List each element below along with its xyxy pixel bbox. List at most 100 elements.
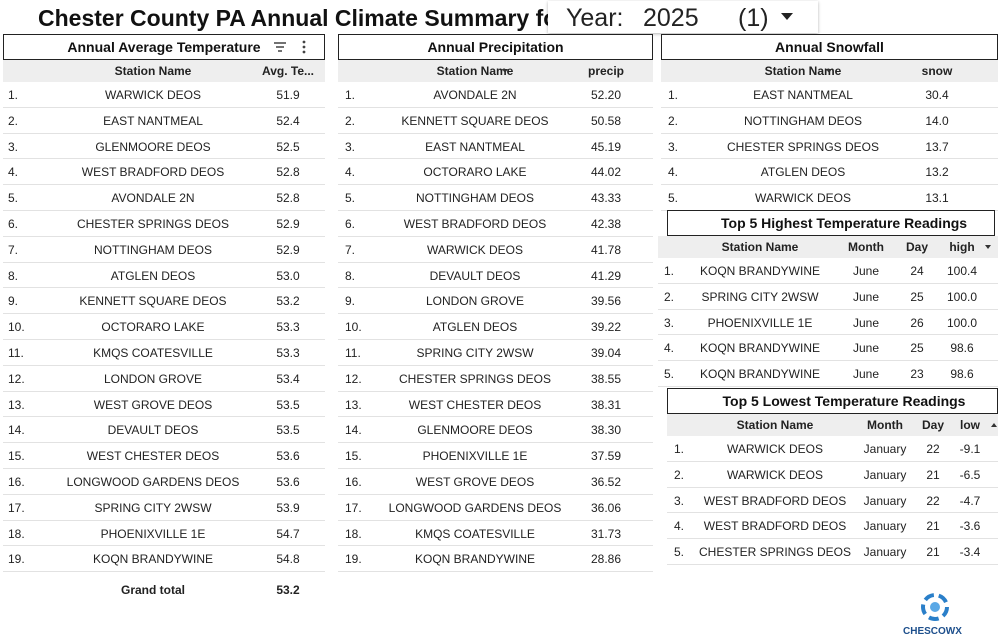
row-rank: 11. (8, 346, 24, 360)
row-rank: 15. (345, 449, 362, 464)
cell: ATGLEN DEOS (110, 268, 196, 283)
column-header: precip (587, 64, 624, 78)
column-header: high (949, 240, 975, 254)
cell: OCTORARO LAKE (101, 320, 205, 335)
row-rank: 2. (664, 289, 675, 304)
cell: WEST CHESTER DEOS (86, 449, 220, 464)
row-rank: 5. (8, 191, 19, 206)
cell: WEST BRADFORD DEOS (703, 493, 847, 508)
cell: 30.4 (925, 88, 949, 102)
column-header: Station Name (764, 64, 842, 78)
cell: 52.9 (276, 217, 300, 231)
cell: KMQS COATESVILLE (93, 346, 213, 360)
cell: 53.5 (276, 397, 300, 412)
cell: SPRING CITY 2WSW (94, 500, 212, 515)
column-header: Day (921, 418, 944, 432)
year-dropdown[interactable]: Year: 2025 (1) (548, 1, 818, 33)
row-rank: 4. (664, 341, 675, 356)
cell: 38.55 (590, 371, 622, 386)
table-title: Annual Precipitation (427, 39, 564, 55)
dropdown-arrow (781, 13, 793, 20)
cell: 13.7 (925, 139, 949, 154)
cell: DEVAULT DEOS (107, 423, 199, 438)
cell: -3.6 (959, 519, 981, 534)
table-title-box (338, 34, 653, 60)
cell: WEST BRADFORD DEOS (703, 519, 847, 534)
cell: 13.2 (925, 165, 949, 180)
row-separator (338, 132, 653, 134)
row-separator (338, 210, 653, 211)
table-menu-icons[interactable] (271, 40, 311, 54)
cell: CHESTER SPRINGS DEOS (726, 139, 880, 154)
grand-total-cell: 53.2 (276, 583, 300, 598)
cell: SPRING CITY 2WSW (701, 289, 819, 304)
cell: NOTTINGHAM DEOS (743, 113, 862, 128)
row-separator (3, 287, 325, 289)
row-rank: 13. (8, 397, 25, 412)
cell: 98.6 (950, 367, 974, 382)
row-separator (3, 416, 325, 418)
cell: 51.9 (276, 88, 300, 102)
cell: January (863, 545, 907, 560)
row-rank: 17. (8, 500, 25, 515)
row-rank: 2. (668, 113, 679, 128)
row-separator (661, 106, 998, 108)
row-rank: 6. (8, 217, 19, 231)
cell: OCTORARO LAKE (423, 165, 527, 180)
cell: 13.1 (925, 191, 949, 206)
row-separator (3, 210, 325, 211)
cell: 98.6 (950, 341, 974, 356)
cell: January (863, 519, 907, 534)
row-rank: 7. (345, 242, 356, 257)
row-rank: 4. (674, 519, 685, 534)
cell: 25 (910, 289, 924, 304)
cell: 25 (910, 341, 924, 356)
row-rank: 9. (345, 294, 356, 309)
table-title: Top 5 Lowest Temperature Readings (722, 393, 966, 409)
sort-indicator[interactable] (984, 244, 992, 250)
column-header-row (667, 414, 998, 436)
sort-indicator[interactable] (990, 422, 998, 428)
row-rank: 2. (8, 113, 19, 128)
year-value: 2025 (643, 4, 699, 32)
cell: ATGLEN DEOS (760, 165, 846, 180)
cell: 41.78 (590, 242, 622, 257)
cell: June (852, 341, 880, 356)
sort-indicator[interactable] (825, 68, 833, 74)
row-rank: 1. (345, 88, 356, 102)
cell: January (863, 442, 907, 456)
cell: CHESTER SPRINGS DEOS (398, 371, 552, 386)
cell: 100.0 (946, 315, 978, 330)
sort-indicator[interactable] (501, 68, 509, 74)
cell: 53.2 (276, 294, 300, 309)
row-rank: 3. (674, 493, 685, 508)
column-header: Station Name (721, 240, 799, 254)
row-rank: 10. (8, 320, 25, 335)
cell: 53.3 (276, 320, 300, 335)
row-separator (667, 512, 998, 514)
row-separator (3, 468, 325, 469)
cell: 53.3 (276, 346, 300, 360)
cell: 14.0 (925, 113, 949, 128)
cell: 42.38 (590, 217, 622, 231)
row-rank: 15. (8, 449, 25, 464)
cell: WARWICK DEOS (426, 242, 523, 257)
row-separator (338, 235, 653, 237)
row-rank: 4. (8, 165, 19, 180)
cell: 36.06 (590, 500, 622, 515)
cell: WEST GROVE DEOS (415, 475, 535, 489)
row-separator (3, 545, 325, 547)
row-separator (658, 282, 998, 284)
cell: 28.86 (590, 552, 622, 567)
row-separator (338, 364, 653, 366)
row-separator (338, 571, 653, 573)
row-rank: 3. (664, 315, 675, 330)
row-separator (3, 493, 325, 495)
row-rank: 8. (345, 268, 356, 283)
cell: -3.4 (959, 545, 981, 560)
row-separator (3, 106, 325, 108)
cell: NOTTINGHAM DEOS (93, 242, 212, 257)
cell: June (852, 315, 880, 330)
row-rank: 2. (674, 467, 685, 482)
cell: LONGWOOD GARDENS DEOS (66, 475, 240, 489)
